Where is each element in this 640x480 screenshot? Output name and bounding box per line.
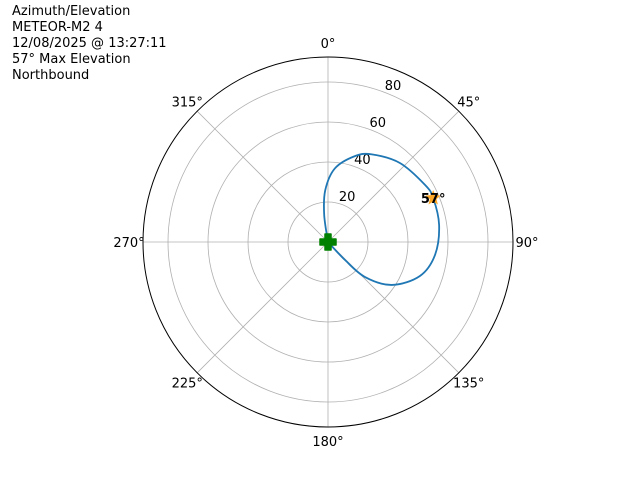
theta-tick-label: 270° (113, 236, 144, 251)
max-elevation-star-marker (425, 190, 441, 205)
theta-gridline (196, 110, 329, 243)
theta-tick-label: 315° (172, 95, 203, 110)
theta-tick-label: 45° (457, 95, 480, 110)
r-tick-label: 60 (369, 116, 386, 131)
title-line: Northbound (12, 68, 90, 83)
r-tick-label: 20 (339, 190, 356, 205)
theta-tick-label: 180° (312, 435, 343, 450)
theta-tick-label: 0° (321, 37, 336, 52)
title-line: Azimuth/Elevation (12, 4, 131, 19)
r-tick-label: 80 (385, 79, 402, 94)
title-line: METEOR-M2 4 (12, 20, 103, 35)
theta-gridline (196, 241, 329, 374)
pass-track-line (322, 152, 441, 286)
title-line: 12/08/2025 @ 13:27:11 (12, 36, 167, 51)
max-elevation-label: 57° (421, 192, 446, 207)
title-line: 57° Max Elevation (12, 52, 131, 67)
theta-tick-label: 90° (515, 236, 538, 251)
theta-tick-label: 135° (453, 377, 484, 392)
theta-tick-label: 225° (172, 377, 203, 392)
polar-frame (142, 56, 514, 428)
theta-gridline (327, 110, 460, 243)
r-tick-label: 40 (354, 153, 371, 168)
start-plus-marker (319, 233, 337, 251)
chart-title: Azimuth/Elevation METEOR-M2 4 12/08/2025… (12, 4, 167, 84)
